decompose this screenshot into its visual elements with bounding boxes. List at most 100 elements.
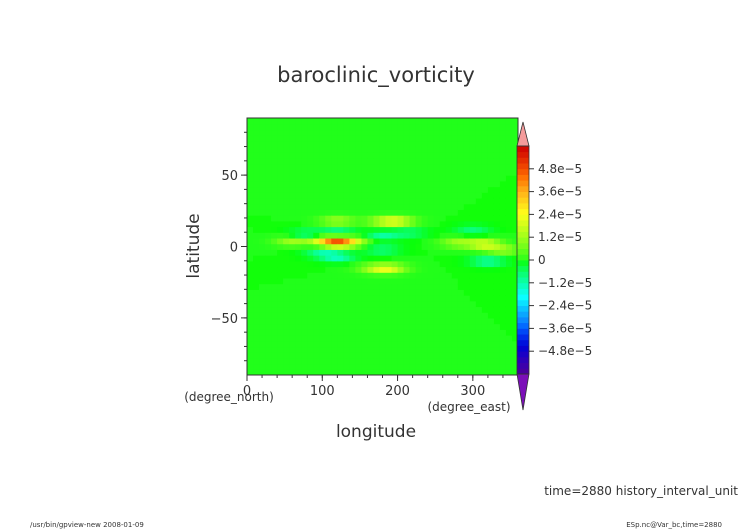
heatmap-cell bbox=[421, 323, 429, 330]
heatmap-cell bbox=[433, 215, 441, 222]
heatmap-cell bbox=[505, 140, 513, 148]
heatmap-cell bbox=[367, 197, 375, 205]
heatmap-cell bbox=[481, 175, 489, 182]
heatmap-cell bbox=[373, 152, 381, 159]
heatmap-cell bbox=[379, 300, 387, 308]
heatmap-cell bbox=[409, 346, 417, 353]
heatmap-cell bbox=[319, 129, 326, 136]
heatmap-cell bbox=[487, 255, 495, 262]
heatmap-cell bbox=[259, 180, 266, 188]
heatmap-cell bbox=[343, 203, 350, 210]
heatmap-cell bbox=[289, 346, 296, 353]
heatmap-cell bbox=[439, 357, 447, 365]
heatmap-cell bbox=[403, 123, 411, 131]
heatmap-cell bbox=[511, 346, 518, 353]
heatmap-cell bbox=[415, 255, 423, 262]
heatmap-cell bbox=[433, 266, 441, 273]
heatmap-cell bbox=[493, 329, 501, 336]
heatmap-cell bbox=[355, 272, 363, 279]
heatmap-cell bbox=[349, 157, 356, 165]
heatmap-cell bbox=[409, 169, 417, 176]
heatmap-cell bbox=[451, 369, 459, 375]
heatmap-cell bbox=[463, 209, 471, 216]
heatmap-cell bbox=[463, 169, 471, 176]
heatmap-cell bbox=[469, 335, 477, 342]
heatmap-cell bbox=[481, 140, 489, 148]
heatmap-cell bbox=[403, 266, 411, 273]
heatmap-cell bbox=[271, 369, 278, 375]
heatmap-cell bbox=[499, 312, 507, 319]
heatmap-cell bbox=[283, 300, 290, 308]
heatmap-cell bbox=[325, 306, 332, 313]
heatmap-cell bbox=[373, 203, 381, 210]
heatmap-cell bbox=[343, 283, 350, 290]
heatmap-cell bbox=[487, 175, 495, 182]
heatmap-cell bbox=[271, 140, 278, 148]
heatmap-cell bbox=[271, 192, 278, 199]
heatmap-cell bbox=[253, 146, 260, 153]
heatmap-cell bbox=[367, 249, 375, 256]
heatmap-cell bbox=[385, 300, 393, 308]
heatmap-cell bbox=[463, 226, 471, 233]
heatmap-cell bbox=[331, 220, 338, 228]
heatmap-cell bbox=[367, 163, 375, 170]
heatmap-cell bbox=[325, 289, 332, 296]
heatmap-cell bbox=[247, 272, 254, 279]
heatmap-cell bbox=[295, 317, 302, 325]
heatmap-cell bbox=[493, 220, 501, 228]
heatmap-cell bbox=[331, 260, 338, 268]
colorbar-segment bbox=[517, 311, 529, 318]
heatmap-cell bbox=[337, 249, 344, 256]
heatmap-cell bbox=[511, 340, 518, 348]
heatmap-cell bbox=[307, 163, 314, 170]
colorbar-segment bbox=[517, 220, 529, 227]
x-tick-label: 0 bbox=[243, 384, 251, 399]
heatmap-cell bbox=[385, 215, 393, 222]
heatmap-cell bbox=[469, 289, 477, 296]
heatmap-cell bbox=[325, 340, 332, 348]
heatmap-cell bbox=[319, 215, 326, 222]
heatmap-cell bbox=[325, 237, 332, 245]
heatmap-cell bbox=[445, 129, 453, 136]
heatmap-cell bbox=[265, 129, 272, 136]
heatmap-cell bbox=[295, 226, 302, 233]
heatmap-cell bbox=[331, 163, 338, 170]
heatmap-cell bbox=[349, 369, 356, 375]
heatmap-cell bbox=[481, 317, 489, 325]
heatmap-cell bbox=[481, 152, 489, 159]
heatmap-cell bbox=[319, 277, 326, 285]
heatmap-cell bbox=[265, 226, 272, 233]
heatmap-cell bbox=[433, 272, 441, 279]
heatmap-cell bbox=[289, 243, 296, 250]
heatmap-cell bbox=[469, 369, 477, 375]
heatmap-cell bbox=[445, 135, 453, 142]
heatmap-cell bbox=[505, 317, 513, 325]
heatmap-cell bbox=[511, 317, 518, 325]
heatmap-cell bbox=[499, 352, 507, 359]
colorbar-segment bbox=[517, 208, 529, 215]
heatmap-cell bbox=[511, 226, 518, 233]
heatmap-cell bbox=[469, 180, 477, 188]
heatmap-cell bbox=[487, 203, 495, 210]
heatmap-cell bbox=[505, 163, 513, 170]
heatmap-cell bbox=[451, 209, 459, 216]
heatmap-cell bbox=[487, 369, 495, 375]
heatmap-cell bbox=[481, 249, 489, 256]
heatmap-cell bbox=[265, 220, 272, 228]
heatmap-cell bbox=[415, 118, 423, 125]
heatmap-cell bbox=[361, 346, 369, 353]
heatmap-cell bbox=[361, 186, 369, 193]
heatmap-cell bbox=[493, 272, 501, 279]
heatmap-cell bbox=[283, 175, 290, 182]
heatmap-cell bbox=[319, 197, 326, 205]
heatmap-cell bbox=[253, 226, 260, 233]
heatmap-cell bbox=[439, 283, 447, 290]
heatmap-cell bbox=[397, 306, 405, 313]
heatmap-cell bbox=[349, 186, 356, 193]
heatmap-cell bbox=[481, 215, 489, 222]
heatmap-cell bbox=[289, 157, 296, 165]
heatmap-cell bbox=[421, 220, 429, 228]
heatmap-cell bbox=[301, 249, 308, 256]
heatmap-cell bbox=[457, 312, 465, 319]
heatmap-cell bbox=[451, 346, 459, 353]
